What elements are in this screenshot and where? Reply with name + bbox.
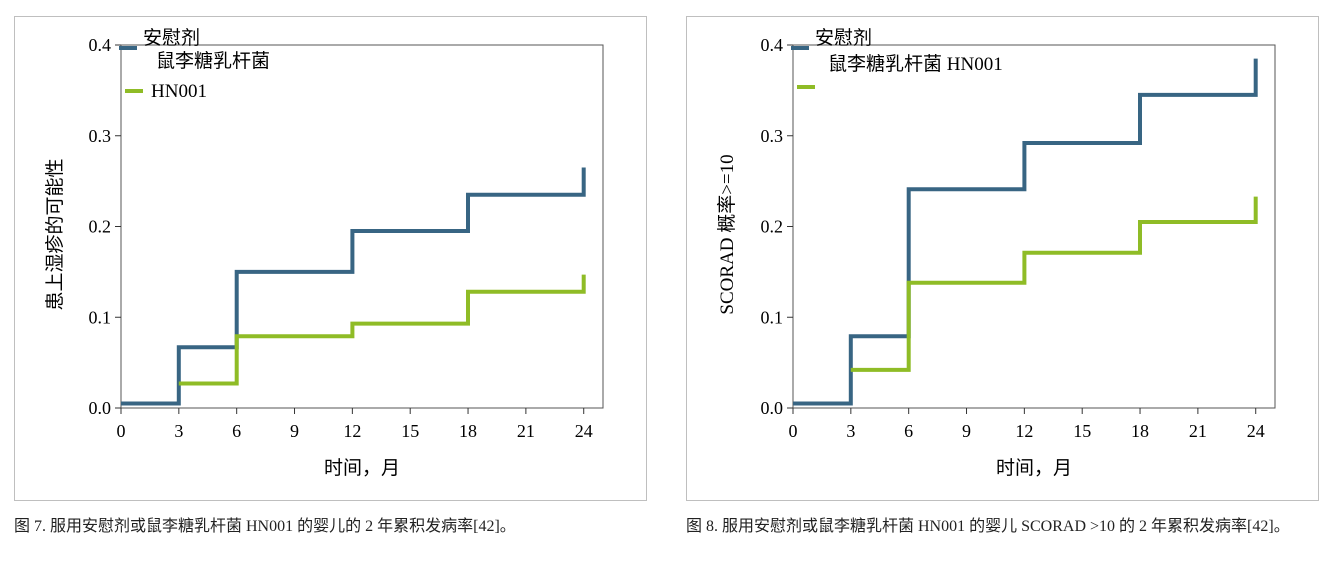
y-tick-label: 0.1 (761, 307, 784, 327)
x-tick-label: 21 (1189, 421, 1207, 441)
y-tick-label: 0.2 (89, 217, 112, 237)
legend-label: 安慰剂 (815, 27, 872, 49)
x-tick-label: 9 (290, 421, 299, 441)
x-tick-label: 18 (459, 421, 477, 441)
x-tick-label: 0 (117, 421, 126, 441)
y-tick-label: 0.3 (89, 126, 112, 146)
y-axis-label: SCORAD 概率>=10 (716, 154, 738, 314)
x-tick-label: 3 (174, 421, 183, 441)
y-tick-label: 0.0 (89, 398, 112, 418)
placebo-step-line (793, 58, 1258, 406)
plot-frame (792, 44, 1276, 409)
chart-panel-2: 0 3 6 9 12 15 18 21 24 0.0 0.1 0.2 0.3 0.4 时间，月 SCORAD … (686, 16, 1319, 501)
y-tick-label: 0.2 (761, 217, 784, 237)
x-axis-label: 时间，月 (996, 457, 1072, 479)
x-tick-label: 6 (232, 421, 241, 441)
probiotic-step-line (178, 274, 586, 386)
legend-label: 鼠李糖乳杆菌 (156, 50, 270, 72)
figure-caption-8: 图 8. 服用安慰剂或鼠李糖乳杆菌 HN001 的婴儿 SCORAD >10 的… (686, 518, 1290, 535)
x-tick-label: 0 (789, 421, 798, 441)
x-tick-label: 15 (401, 421, 419, 441)
chart-panel-1: 0 3 6 9 12 15 18 21 24 0.0 0.1 0.2 0.3 0.4 时间，月 患上湿疹的可能… (14, 16, 647, 501)
legend-label: HN001 (151, 81, 207, 102)
x-tick-label: 15 (1073, 421, 1091, 441)
figure-caption-7: 图 7. 服用安慰剂或鼠李糖乳杆菌 HN001 的婴儿的 2 年累积发病率[42… (14, 518, 516, 535)
y-tick-label: 0.3 (761, 126, 784, 146)
legend-label: 鼠李糖乳杆菌 HN001 (828, 53, 1003, 75)
placebo-step-line (121, 167, 586, 406)
y-tick-label: 0.4 (89, 35, 112, 55)
x-tick-label: 18 (1131, 421, 1149, 441)
y-tick-label: 0.1 (89, 307, 112, 327)
x-tick-label: 24 (575, 421, 593, 441)
y-axis-label: 患上湿疹的可能性 (44, 158, 66, 310)
x-tick-label: 9 (962, 421, 971, 441)
chart-1: 0 3 6 9 12 15 18 21 24 0.0 0.1 0.2 0.3 0.4 时间，月 患上湿疹的可能… (44, 27, 604, 479)
probiotic-step-line (850, 196, 1258, 372)
legend-label: 安慰剂 (143, 27, 200, 49)
chart-2: 0 3 6 9 12 15 18 21 24 0.0 0.1 0.2 0.3 0.4 时间，月 SCORAD … (716, 27, 1276, 479)
y-tick-label: 0.4 (761, 35, 784, 55)
x-axis-label: 时间，月 (324, 457, 400, 479)
x-tick-label: 21 (517, 421, 535, 441)
x-tick-label: 24 (1247, 421, 1265, 441)
x-tick-label: 3 (846, 421, 855, 441)
x-tick-label: 12 (343, 421, 361, 441)
x-tick-label: 12 (1015, 421, 1033, 441)
y-tick-label: 0.0 (761, 398, 784, 418)
x-tick-label: 6 (904, 421, 913, 441)
